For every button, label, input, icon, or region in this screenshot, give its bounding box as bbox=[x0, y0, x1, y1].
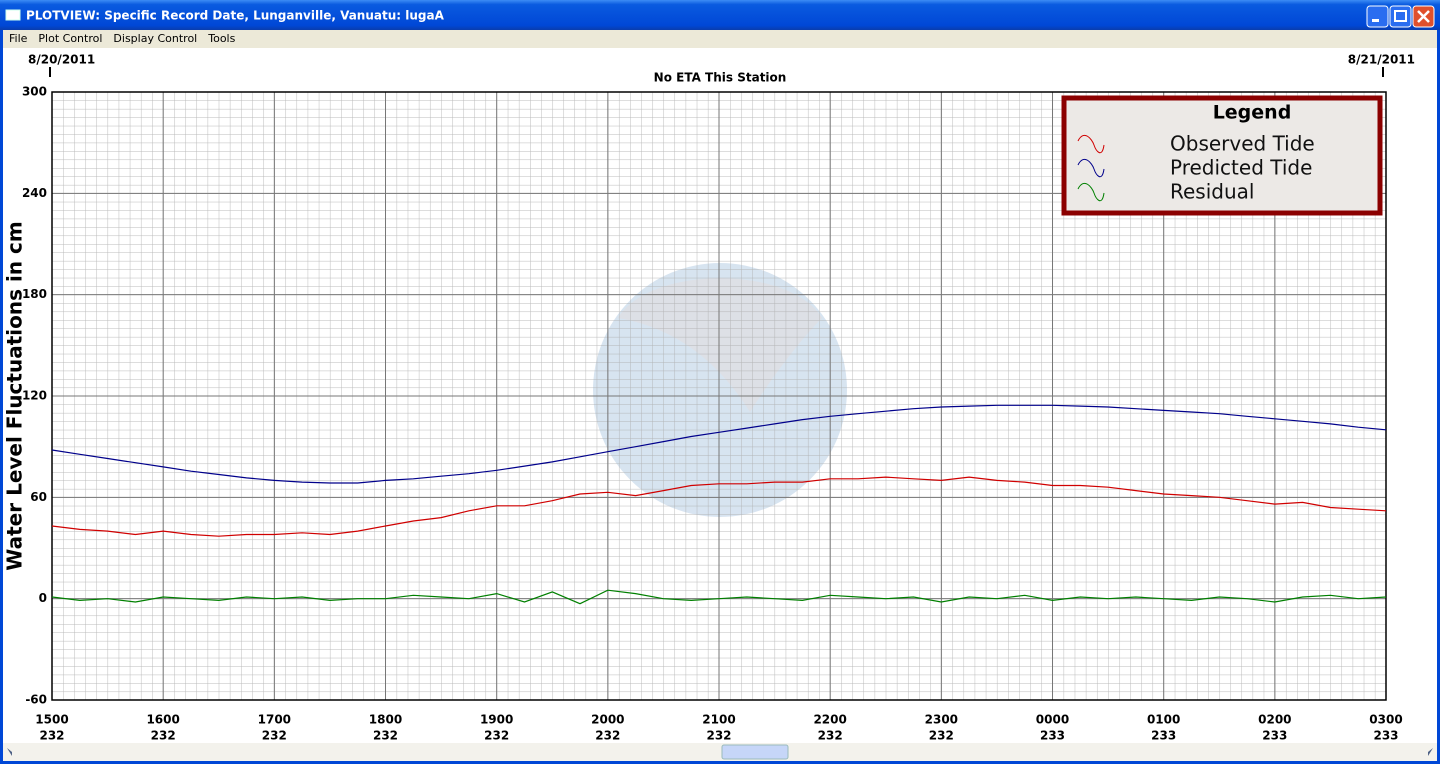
x-tick-label: 0000 bbox=[1036, 713, 1069, 727]
y-tick-label: 0 bbox=[39, 591, 47, 605]
app-icon bbox=[5, 9, 21, 21]
legend-label: Residual bbox=[1170, 180, 1254, 204]
legend-label: Predicted Tide bbox=[1170, 156, 1312, 180]
x-tick-label: 2300 bbox=[925, 713, 958, 727]
legend-label: Observed Tide bbox=[1170, 132, 1315, 156]
menu-item[interactable]: File bbox=[9, 32, 28, 45]
x-tick-label: 0200 bbox=[1258, 713, 1291, 727]
maximize-button[interactable] bbox=[1389, 5, 1412, 28]
title-bar bbox=[0, 0, 1440, 30]
scroll-thumb[interactable] bbox=[721, 744, 789, 760]
menu-bar bbox=[3, 30, 1437, 48]
y-tick-label: 240 bbox=[22, 186, 47, 200]
x-tick-sublabel: 232 bbox=[262, 729, 287, 743]
x-tick-label: 2200 bbox=[813, 713, 846, 727]
series-line bbox=[51, 476, 1387, 537]
menu-item[interactable]: Display Control bbox=[113, 32, 197, 45]
date-left: 8/20/2011 bbox=[28, 53, 95, 67]
x-tick-sublabel: 232 bbox=[595, 729, 620, 743]
x-tick-sublabel: 232 bbox=[706, 729, 731, 743]
x-tick-sublabel: 233 bbox=[1373, 729, 1398, 743]
x-tick-label: 2000 bbox=[591, 713, 624, 727]
legend-title: Legend bbox=[1213, 102, 1292, 124]
annotation: No ETA This Station bbox=[654, 71, 787, 85]
y-tick-label: 180 bbox=[22, 287, 47, 301]
legend-swatch bbox=[1077, 158, 1105, 178]
y-axis-label: Water Level Fluctuations in cm bbox=[3, 221, 27, 570]
menu-item[interactable]: Tools bbox=[207, 32, 235, 45]
x-tick-sublabel: 232 bbox=[484, 729, 509, 743]
x-tick-sublabel: 232 bbox=[818, 729, 843, 743]
x-tick-label: 1700 bbox=[258, 713, 291, 727]
date-right: 8/21/2011 bbox=[1348, 53, 1415, 67]
menu-item[interactable]: Plot Control bbox=[38, 32, 102, 45]
y-tick-label: -60 bbox=[25, 693, 47, 707]
legend-box bbox=[1061, 95, 1383, 216]
x-tick-label: 1800 bbox=[369, 713, 402, 727]
x-tick-label: 1600 bbox=[146, 713, 179, 727]
x-tick-sublabel: 232 bbox=[151, 729, 176, 743]
x-tick-sublabel: 233 bbox=[1262, 729, 1287, 743]
y-tick-label: 300 bbox=[22, 85, 47, 99]
y-tick-label: 60 bbox=[30, 490, 47, 504]
x-tick-sublabel: 232 bbox=[39, 729, 64, 743]
minimize-button[interactable] bbox=[1366, 5, 1389, 28]
series-line bbox=[51, 404, 1387, 484]
close-button[interactable] bbox=[1412, 5, 1435, 28]
x-tick-sublabel: 233 bbox=[1040, 729, 1065, 743]
series-line bbox=[51, 589, 1387, 605]
x-tick-label: 0100 bbox=[1147, 713, 1180, 727]
x-tick-label: 2100 bbox=[702, 713, 735, 727]
x-tick-label: 1900 bbox=[480, 713, 513, 727]
legend-swatch bbox=[1077, 134, 1105, 154]
window-title: PLOTVIEW: Specific Record Date, Lunganvi… bbox=[26, 9, 445, 23]
x-tick-sublabel: 232 bbox=[929, 729, 954, 743]
x-tick-sublabel: 233 bbox=[1151, 729, 1176, 743]
horizontal-scrollbar[interactable] bbox=[3, 743, 1437, 761]
plot-frame bbox=[51, 91, 1387, 701]
x-tick-sublabel: 232 bbox=[373, 729, 398, 743]
x-tick-label: 0300 bbox=[1369, 713, 1402, 727]
y-tick-label: 120 bbox=[22, 389, 47, 403]
x-tick-label: 1500 bbox=[35, 713, 68, 727]
legend-swatch bbox=[1077, 182, 1105, 202]
